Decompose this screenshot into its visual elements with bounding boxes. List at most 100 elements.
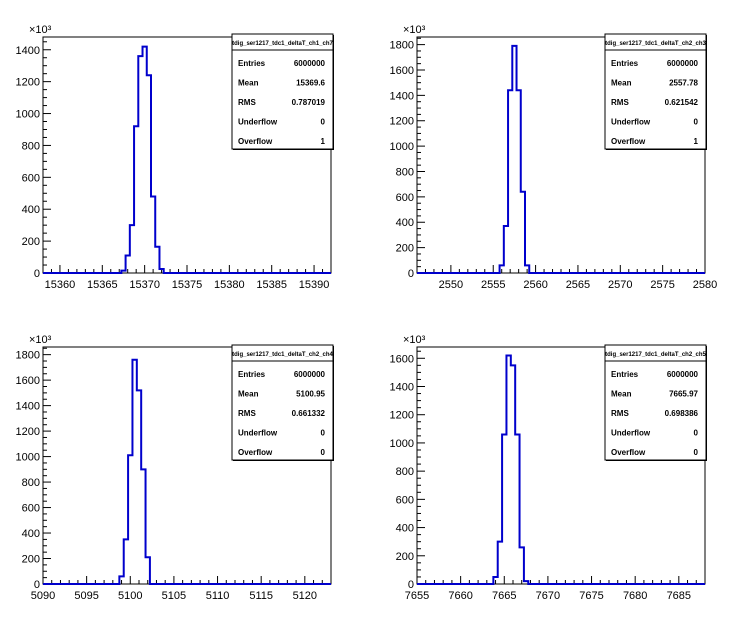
histogram-bin [143,47,147,273]
stats-label: Entries [238,59,266,68]
stats-box-frame [604,344,707,461]
y-tick-label: 1000 [16,452,40,464]
stats-label: Overflow [611,448,646,457]
y-tick-label: 200 [396,243,414,255]
y-tick-label: 800 [22,140,40,152]
stats-value: 0.621542 [665,98,699,107]
stats-box: tdig_ser1217_tdc1_deltaT_ch1_ch7 Entries 6… [231,33,334,150]
x-tick-label: 15360 [45,279,76,291]
stats-box: tdig_ser1217_tdc1_deltaT_ch2_ch5 Entries 6… [604,344,707,461]
histogram-bin [500,265,504,273]
stats-value: 0 [321,118,326,127]
stats-value: 0.698386 [665,409,699,418]
histogram-bin [493,577,497,584]
stats-title: tdig_ser1217_tdc1_deltaT_ch2_ch5 [605,352,706,358]
y-tick-label: 1400 [390,382,414,394]
x-tick-label: 7670 [536,590,560,602]
stats-value: 6000000 [294,370,326,379]
x-tick-label: 7685 [667,590,691,602]
histogram-bin [132,360,136,584]
y-tick-label: 600 [396,494,414,506]
stats-box: tdig_ser1217_tdc1_deltaT_ch2_ch4 Entries 6… [231,344,334,461]
y-tick-label: 200 [396,551,414,563]
y-exponent-label: ×10³ [29,334,52,346]
stats-value: 15369.6 [296,79,325,88]
stats-value: 0.661332 [292,409,326,418]
histogram-line [43,45,331,274]
y-tick-label: 0 [34,268,40,280]
stats-label: RMS [238,409,256,418]
stats-box: tdig_ser1217_tdc1_deltaT_ch2_ch3 Entries 6… [604,33,707,150]
histogram-bin [126,255,130,273]
x-tick-label: 7665 [492,590,516,602]
histogram-line [417,354,705,585]
x-tick-label: 5100 [118,590,142,602]
histogram-bin [502,434,506,584]
stats-label: Underflow [611,429,651,438]
x-tick-label: 15390 [299,279,330,291]
stats-value: 6000000 [667,370,699,379]
histogram-bin [134,126,138,273]
histogram-panel-2: 2550 2555 2560 2565 2570 2575 2580 0 200 400 600 80… [390,24,718,291]
histogram-bin [512,46,516,273]
x-tick-label: 7660 [448,590,472,602]
stats-title: tdig_ser1217_tdc1_deltaT_ch1_ch7 [232,41,333,47]
histogram-bin [124,539,128,584]
histogram-bin [511,365,515,584]
y-tick-label: 600 [22,503,40,515]
x-tick-label: 5120 [293,590,317,602]
histogram-bin [128,455,132,584]
stats-value: 1 [321,137,326,146]
histogram-bin [119,576,123,584]
stats-label: Mean [611,390,632,399]
stats-label: Entries [611,59,639,68]
histogram-bin [504,226,508,273]
x-tick-label: 2580 [693,279,717,291]
y-tick-label: 400 [396,523,414,535]
x-tick-label: 5110 [206,590,230,602]
stats-label: Underflow [611,118,651,127]
x-tick-label: 7680 [623,590,647,602]
stats-box-frame [604,33,707,150]
y-tick-label: 1800 [16,350,40,362]
y-tick-label: 1200 [16,77,40,89]
x-tick-label: 7675 [579,590,603,602]
y-tick-label: 400 [396,217,414,229]
y-tick-label: 1000 [390,438,414,450]
y-tick-label: 800 [396,166,414,178]
y-tick-label: 1400 [16,45,40,57]
histogram-bin [130,225,134,273]
y-tick-label: 1800 [390,40,414,52]
x-tick-label: 15380 [214,279,245,291]
y-tick-label: 1400 [16,401,40,413]
histogram-line [43,358,331,585]
y-tick-label: 1600 [390,65,414,77]
histogram-panel-4: 7655 7660 7665 7670 7675 7680 7685 0 200 400 600 80… [390,334,707,602]
stats-label: RMS [611,409,629,418]
stats-label: Overflow [611,137,646,146]
y-tick-label: 200 [22,554,40,566]
x-tick-label: 2570 [608,279,632,291]
histogram-panel-1: 15360 15365 15370 15375 15380 15385 15390 0 200 4… [16,24,334,291]
stats-value: 0 [321,448,326,457]
y-tick-label: 1000 [16,109,40,121]
histogram-bin [524,581,528,584]
stats-value: 0 [694,429,699,438]
stats-value: 0 [694,118,699,127]
x-tick-label: 2555 [481,279,505,291]
stats-value: 7665.97 [669,390,698,399]
stats-value: 0 [321,429,326,438]
stats-label: Mean [611,79,632,88]
y-tick-label: 1600 [16,375,40,387]
y-tick-label: 600 [22,172,40,184]
y-tick-label: 400 [22,528,40,540]
histogram-bin [121,271,125,273]
histogram-bin [498,542,502,584]
x-tick-label: 2550 [439,279,463,291]
x-tick-label: 15385 [256,279,287,291]
y-tick-label: 1000 [390,141,414,153]
y-tick-label: 0 [34,579,40,591]
histogram-bin [521,192,525,273]
x-tick-label: 5105 [162,590,186,602]
stats-value: 2557.78 [669,79,698,88]
